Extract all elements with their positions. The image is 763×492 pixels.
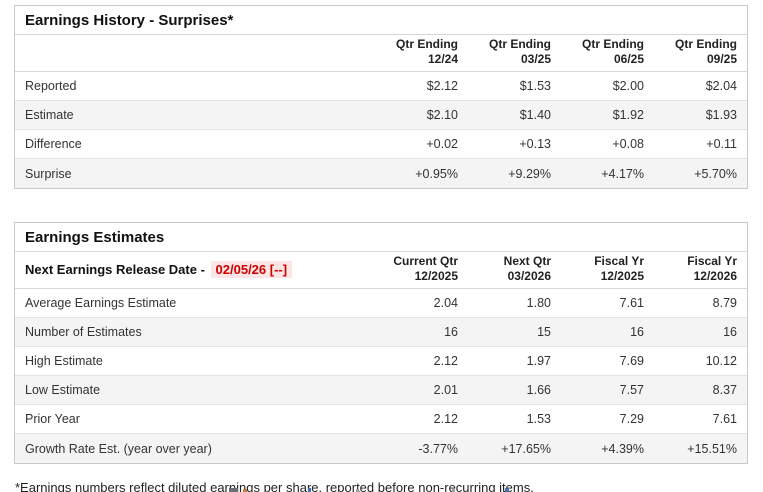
cutoff-fragment [452, 489, 455, 492]
cell-value: +4.39% [601, 441, 644, 456]
cutoff-fragment [243, 489, 247, 492]
earnings-history-header-row: Qtr Ending 12/24 Qtr Ending 03/25 Qtr En… [15, 35, 747, 72]
cell-value: +0.13 [519, 137, 551, 151]
cell-value: 2.04 [433, 296, 458, 310]
row-label: Average Earnings Estimate [25, 296, 177, 310]
cell-value: 1.80 [526, 296, 551, 310]
earnings-estimates-header-row: Next Earnings Release Date - 02/05/26 [-… [15, 252, 747, 289]
cell-value: 16 [630, 325, 644, 339]
cell-value: 8.79 [712, 296, 737, 310]
cell-value: +0.02 [426, 137, 458, 151]
cell-value: $2.00 [612, 79, 644, 93]
cutoff-fragment [356, 489, 359, 492]
cell-value: 2.01 [433, 383, 458, 397]
table-row-number-of-estimates: Number of Estimates 16 15 16 16 [15, 318, 747, 347]
cell-value: 7.61 [712, 412, 737, 426]
release-date-badge[interactable]: 02/05/26 [--] [210, 260, 293, 278]
cutoff-fragment [229, 488, 238, 492]
cell-value: 2.12 [433, 412, 458, 426]
row-label: Estimate [25, 108, 74, 122]
cutoff-fragment [308, 488, 311, 492]
cell-value: 7.69 [619, 354, 644, 368]
cell-value: 7.29 [619, 412, 644, 426]
cell-value: 1.66 [526, 383, 551, 397]
cell-value: $2.10 [426, 108, 458, 122]
row-label: Reported [25, 79, 77, 93]
cell-value: +4.17% [601, 166, 644, 181]
column-header-qtr-0925: Qtr Ending 09/25 [675, 37, 737, 66]
column-header-fiscal-yr-2026: Fiscal Yr 12/2026 [687, 254, 737, 283]
spacer [14, 189, 748, 222]
release-date-label: Next Earnings Release Date - [25, 261, 209, 277]
cell-value: $2.12 [426, 79, 458, 93]
next-earnings-release: Next Earnings Release Date - 02/05/26 [-… [15, 260, 375, 278]
table-row-prior-year: Prior Year 2.12 1.53 7.29 7.61 [15, 405, 747, 434]
cell-value: +17.65% [501, 441, 551, 456]
cell-value: +0.95% [415, 166, 458, 181]
cell-value: -3.77% [418, 441, 458, 456]
row-label: Low Estimate [25, 383, 101, 397]
cell-value: +9.29% [508, 166, 551, 181]
column-header-next-qtr: Next Qtr 03/2026 [503, 254, 551, 283]
table-row-estimate: Estimate $2.10 $1.40 $1.92 $1.93 [15, 101, 747, 130]
cell-value: 15 [537, 325, 551, 339]
table-row-growth-rate: Growth Rate Est. (year over year) -3.77%… [15, 434, 747, 463]
row-label: Difference [25, 137, 82, 151]
column-header-qtr-1224: Qtr Ending 12/24 [396, 37, 458, 66]
column-header-qtr-0625: Qtr Ending 06/25 [582, 37, 644, 66]
earnings-estimates-table: Earnings Estimates Next Earnings Release… [14, 222, 748, 464]
table-row-reported: Reported $2.12 $1.53 $2.00 $2.04 [15, 72, 747, 101]
cell-value: +5.70% [694, 166, 737, 181]
cell-value: 8.37 [712, 383, 737, 397]
cell-value: 16 [723, 325, 737, 339]
column-header-fiscal-yr-2025: Fiscal Yr 12/2025 [594, 254, 644, 283]
cell-value: +0.08 [612, 137, 644, 151]
cell-value: 16 [444, 325, 458, 339]
cell-value: 7.57 [619, 383, 644, 397]
table-row-difference: Difference +0.02 +0.13 +0.08 +0.11 [15, 130, 747, 159]
cell-value: 7.61 [619, 296, 644, 310]
earnings-footnote: *Earnings numbers reflect diluted earnin… [15, 480, 534, 492]
earnings-history-title: Earnings History - Surprises* [15, 6, 747, 35]
row-label: Growth Rate Est. (year over year) [25, 441, 212, 456]
cell-value: +0.11 [706, 137, 737, 151]
cell-value: 2.12 [433, 354, 458, 368]
column-header-qtr-0325: Qtr Ending 03/25 [489, 37, 551, 66]
cell-value: 1.97 [526, 354, 551, 368]
earnings-history-table: Earnings History - Surprises* Qtr Ending… [14, 5, 748, 189]
row-label: Prior Year [25, 412, 80, 426]
cell-value: $1.53 [519, 79, 551, 93]
table-row-surprise: Surprise +0.95% +9.29% +4.17% +5.70% [15, 159, 747, 188]
cell-value: 10.12 [705, 354, 737, 368]
row-label: High Estimate [25, 354, 103, 368]
row-label: Number of Estimates [25, 325, 142, 339]
cell-value: $2.04 [705, 79, 737, 93]
table-row-low-estimate: Low Estimate 2.01 1.66 7.57 8.37 [15, 376, 747, 405]
cutoff-partial-row [0, 487, 763, 492]
table-row-average-estimate: Average Earnings Estimate 2.04 1.80 7.61… [15, 289, 747, 318]
cell-value: $1.40 [519, 108, 551, 122]
table-row-high-estimate: High Estimate 2.12 1.97 7.69 10.12 [15, 347, 747, 376]
cell-value: $1.92 [612, 108, 644, 122]
row-label: Surprise [25, 166, 72, 181]
cell-value: 1.53 [526, 412, 551, 426]
cutoff-fragment [505, 488, 509, 492]
column-header-current-qtr: Current Qtr 12/2025 [393, 254, 458, 283]
cell-value: $1.93 [705, 108, 737, 122]
cell-value: +15.51% [687, 441, 737, 456]
earnings-estimates-title: Earnings Estimates [15, 223, 747, 252]
